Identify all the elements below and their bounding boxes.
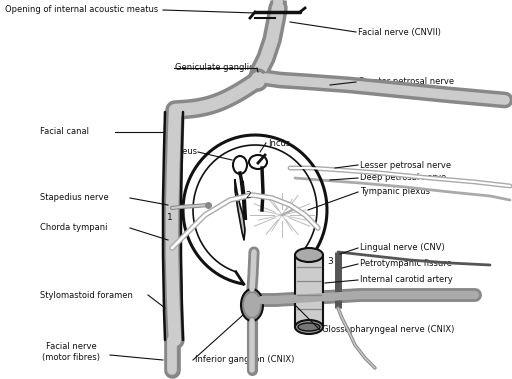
Text: Stylomastoid foramen: Stylomastoid foramen — [40, 290, 133, 299]
Text: Lingual nerve (CNV): Lingual nerve (CNV) — [360, 243, 445, 252]
Polygon shape — [235, 180, 245, 240]
Ellipse shape — [244, 293, 260, 317]
Ellipse shape — [251, 72, 265, 88]
Text: Petrotympanic fissure: Petrotympanic fissure — [360, 260, 452, 268]
Text: 1: 1 — [167, 213, 173, 222]
Text: Lesser petrosal nerve: Lesser petrosal nerve — [360, 160, 451, 169]
Text: Chorda tympani: Chorda tympani — [40, 224, 108, 232]
Text: 2: 2 — [245, 191, 251, 199]
Text: Stapedius nerve: Stapedius nerve — [40, 194, 109, 202]
Ellipse shape — [241, 289, 263, 321]
Ellipse shape — [248, 69, 268, 91]
Text: Facial nerve (CNVII): Facial nerve (CNVII) — [358, 28, 441, 36]
Text: Inferior ganglion (CNIX): Inferior ganglion (CNIX) — [195, 356, 294, 365]
Text: Malleus: Malleus — [165, 147, 197, 157]
Text: Deep petrosal nerve: Deep petrosal nerve — [360, 174, 446, 183]
Text: Internal carotid artery: Internal carotid artery — [360, 276, 453, 285]
Text: Facial nerve
(motor fibres): Facial nerve (motor fibres) — [42, 342, 100, 362]
Ellipse shape — [233, 156, 247, 174]
Text: Incus: Incus — [268, 138, 290, 147]
Text: 3: 3 — [327, 257, 333, 266]
Ellipse shape — [295, 320, 323, 334]
Text: Greater petrosal nerve: Greater petrosal nerve — [358, 77, 454, 86]
Bar — [295, 255, 323, 327]
Text: Tympanic plexus: Tympanic plexus — [360, 188, 430, 196]
Text: Geniculate ganglion: Geniculate ganglion — [175, 64, 260, 72]
Ellipse shape — [249, 155, 267, 169]
Text: Opening of internal acoustic meatus: Opening of internal acoustic meatus — [5, 6, 158, 14]
Text: Facial canal: Facial canal — [40, 127, 89, 136]
Text: Glossopharyngeal nerve (CNIX): Glossopharyngeal nerve (CNIX) — [322, 326, 454, 335]
Ellipse shape — [295, 248, 323, 262]
Ellipse shape — [298, 323, 320, 331]
